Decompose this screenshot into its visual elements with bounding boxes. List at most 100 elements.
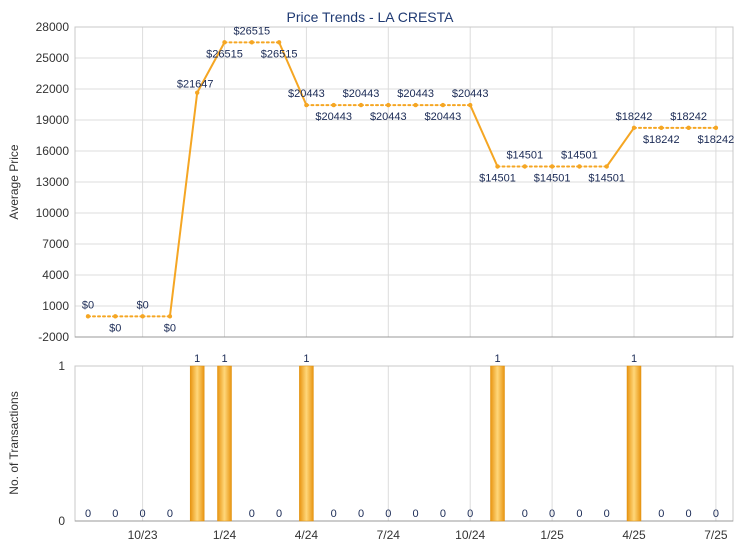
price-y-axis-title: Average Price bbox=[7, 144, 21, 219]
price-y-tick-label: 19000 bbox=[36, 113, 70, 127]
price-y-tick-label: 13000 bbox=[36, 175, 70, 189]
x-tick-label: 10/23 bbox=[128, 528, 158, 542]
x-tick-label: 10/24 bbox=[455, 528, 485, 542]
price-line-segment bbox=[278, 41, 308, 107]
transaction-count-label: 0 bbox=[385, 508, 391, 520]
price-point bbox=[522, 164, 527, 169]
price-point bbox=[304, 102, 309, 108]
transaction-count-label: 0 bbox=[549, 508, 555, 520]
transaction-count-label: 0 bbox=[140, 508, 146, 520]
transaction-count-label: 0 bbox=[440, 508, 446, 520]
price-data-label: $26515 bbox=[233, 25, 270, 37]
price-point bbox=[276, 40, 282, 45]
price-data-label: $20443 bbox=[397, 88, 434, 100]
transaction-bar bbox=[189, 365, 205, 522]
price-y-tick-label: -2000 bbox=[38, 330, 69, 344]
price-line bbox=[85, 40, 719, 319]
transaction-count-label: 0 bbox=[576, 508, 582, 520]
price-data-label: $14501 bbox=[561, 149, 598, 161]
price-data-label: $18242 bbox=[670, 111, 707, 123]
transaction-count-label: 0 bbox=[658, 508, 664, 520]
price-axes: -2000 1000 4000 7000 10000 13000 16000 19000 220… bbox=[36, 20, 734, 344]
price-data-label: $0 bbox=[136, 299, 148, 311]
price-data-label: $0 bbox=[82, 299, 94, 311]
transactions-y-axis-title: No. of Transactions bbox=[7, 391, 21, 494]
price-point bbox=[549, 164, 555, 169]
transaction-count-label: 0 bbox=[713, 508, 719, 520]
price-data-label: $18242 bbox=[616, 111, 653, 123]
transaction-count-label: 0 bbox=[167, 508, 173, 520]
price-data-label: $20443 bbox=[315, 111, 352, 123]
price-data-label: $20443 bbox=[343, 88, 380, 100]
transaction-count-label: 0 bbox=[85, 508, 91, 520]
price-point bbox=[331, 102, 336, 108]
price-y-tick-label: 10000 bbox=[36, 206, 70, 220]
price-line-segment bbox=[469, 104, 499, 168]
price-line-segment bbox=[196, 41, 226, 94]
price-point bbox=[358, 102, 364, 108]
transaction-count-label: 0 bbox=[112, 508, 118, 520]
price-line-segment bbox=[168, 91, 199, 318]
transaction-count-label: 0 bbox=[358, 508, 364, 520]
transaction-count-label: 0 bbox=[249, 508, 255, 520]
price-y-tick-label: 7000 bbox=[42, 237, 69, 251]
transaction-bar bbox=[217, 365, 232, 522]
transaction-bar bbox=[299, 365, 314, 522]
price-data-label: $26515 bbox=[261, 48, 298, 60]
transaction-bar bbox=[490, 365, 505, 522]
transaction-count-label: 1 bbox=[194, 353, 200, 365]
price-point bbox=[85, 314, 91, 319]
transaction-bar bbox=[626, 365, 642, 522]
transaction-count-label: 0 bbox=[467, 508, 473, 520]
price-data-label: $26515 bbox=[206, 48, 243, 60]
price-point bbox=[113, 314, 118, 319]
price-point bbox=[713, 125, 719, 131]
price-data-label: $14501 bbox=[588, 172, 625, 184]
transaction-count-label: 0 bbox=[413, 508, 419, 520]
x-tick-label: 4/24 bbox=[295, 528, 319, 542]
price-point bbox=[249, 40, 254, 45]
price-point bbox=[413, 102, 418, 108]
price-y-tick-label: 28000 bbox=[36, 20, 70, 34]
price-y-tick-label: 22000 bbox=[36, 82, 70, 96]
transaction-count-label: 1 bbox=[303, 353, 309, 365]
price-point bbox=[468, 102, 473, 108]
price-data-label: $14501 bbox=[479, 172, 516, 184]
price-point bbox=[686, 125, 691, 131]
price-data-label: $0 bbox=[109, 322, 121, 334]
chart-title: Price Trends - LA CRESTA bbox=[286, 9, 454, 25]
price-y-tick-label: 16000 bbox=[36, 144, 70, 158]
transaction-count-label: 0 bbox=[331, 508, 337, 520]
price-point bbox=[195, 90, 200, 95]
x-tick-label: 7/24 bbox=[377, 528, 401, 542]
transaction-count-label: 0 bbox=[276, 508, 282, 520]
price-data-label: $21647 bbox=[177, 79, 214, 91]
price-point bbox=[140, 314, 145, 319]
price-y-tick-label: 4000 bbox=[42, 268, 69, 282]
transactions-axes: 0 1 10/23 1/24 4/24 7/24 10/24 1/25 4/25 7/25 bbox=[58, 359, 734, 542]
transaction-bars bbox=[189, 365, 642, 522]
price-data-label: $20443 bbox=[452, 88, 489, 100]
price-point bbox=[167, 314, 173, 319]
transaction-count-label: 0 bbox=[522, 508, 528, 520]
price-point bbox=[631, 125, 637, 131]
x-tick-label: 7/25 bbox=[704, 528, 728, 542]
price-data-label: $20443 bbox=[288, 88, 325, 100]
price-data-label: $14501 bbox=[534, 172, 571, 184]
data-labels: 0 0 0 0 1 1 0 0 1 0 0 0 0 0 0 1 0 0 0 0 1 0 0 0 $0 $0 $0 $0 $21647 $2… bbox=[82, 25, 734, 520]
transactions-y-tick-label: 1 bbox=[58, 359, 65, 373]
price-y-tick-label: 1000 bbox=[42, 299, 69, 313]
price-point bbox=[495, 164, 500, 169]
transaction-count-label: 0 bbox=[686, 508, 692, 520]
price-point bbox=[577, 164, 582, 169]
price-point bbox=[659, 125, 664, 131]
price-data-label: $18242 bbox=[643, 134, 680, 146]
price-data-label: $14501 bbox=[506, 149, 543, 161]
price-point bbox=[604, 164, 609, 169]
transaction-count-label: 1 bbox=[494, 353, 500, 365]
price-data-label: $20443 bbox=[425, 111, 462, 123]
price-point bbox=[386, 102, 391, 108]
transaction-count-label: 1 bbox=[631, 353, 637, 365]
